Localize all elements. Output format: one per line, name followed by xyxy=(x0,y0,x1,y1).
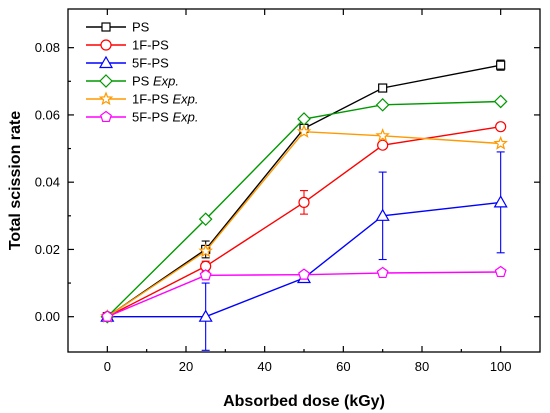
data-point xyxy=(296,124,312,138)
data-point xyxy=(375,208,390,221)
data-point xyxy=(101,310,114,322)
data-point xyxy=(493,135,508,150)
legend-entry: 5F-PS Exp. xyxy=(86,110,198,125)
legend-label-name: 5F-PS xyxy=(132,56,169,71)
data-point xyxy=(376,266,389,279)
x-tick-label: 60 xyxy=(336,359,350,374)
y-tick-label: 0.04 xyxy=(35,175,60,190)
data-point xyxy=(375,97,390,112)
data-point xyxy=(298,268,310,280)
data-point xyxy=(199,269,212,281)
data-point xyxy=(378,83,388,93)
series-line xyxy=(107,201,501,318)
data-point xyxy=(100,110,112,123)
data-point xyxy=(99,74,113,88)
legend-label-italic: Exp. xyxy=(169,92,199,107)
y-axis-title: Total scission rate xyxy=(7,111,24,250)
x-axis-title: Absorbed dose (kGy) xyxy=(223,393,385,410)
y-tick-label: 0.08 xyxy=(35,40,60,55)
x-tick-label: 80 xyxy=(415,359,429,374)
legend-label: 1F-PS Exp. xyxy=(132,92,198,107)
y-tick-label: 0.06 xyxy=(35,107,60,122)
data-point xyxy=(375,128,390,142)
y-tick-label: 0.02 xyxy=(35,242,60,257)
x-tick-label: 20 xyxy=(179,359,193,374)
series-4 xyxy=(100,94,508,324)
data-point xyxy=(495,121,507,133)
legend-label: 1F-PS xyxy=(132,38,169,53)
data-point xyxy=(377,139,389,151)
series-6 xyxy=(101,265,507,322)
series-3 xyxy=(100,151,508,351)
x-tick-label: 40 xyxy=(257,359,271,374)
legend-label-name: PS xyxy=(132,20,150,35)
x-tick-label: 100 xyxy=(490,359,512,374)
series-line xyxy=(106,130,501,318)
legend-label-italic: Exp. xyxy=(149,74,179,89)
legend-label-name: PS xyxy=(132,74,150,89)
legend-label: 5F-PS Exp. xyxy=(132,110,198,125)
legend-entry: PS Exp. xyxy=(86,74,179,89)
y-tick-label: 0.00 xyxy=(35,309,60,324)
legend-entry: 1F-PS xyxy=(86,38,169,53)
series-2 xyxy=(101,121,507,323)
data-point xyxy=(100,39,112,51)
legend-label: PS Exp. xyxy=(132,74,179,89)
axes-layer: 0 20 40 60 80 100 0.00 0.02 0.04 0.06 0.08 xyxy=(35,8,541,374)
data-point xyxy=(101,22,111,32)
data-point xyxy=(496,60,506,70)
legend-entry: 1F-PS Exp. xyxy=(86,91,198,107)
legend-label-italic: Exp. xyxy=(169,110,199,125)
data-point xyxy=(198,212,213,227)
data-point xyxy=(198,309,213,322)
data-point xyxy=(98,55,114,69)
series-5 xyxy=(100,124,508,323)
legend-label: PS xyxy=(132,20,150,35)
legend-label-name: 5F-PS xyxy=(132,110,169,125)
data-point xyxy=(298,196,310,208)
data-point xyxy=(493,195,508,208)
data-point xyxy=(198,243,213,258)
data-point xyxy=(493,94,508,109)
x-tick-label: 0 xyxy=(104,359,111,374)
data-point xyxy=(98,91,114,106)
legend-label-name: 1F-PS xyxy=(132,92,169,107)
legend-entry: PS xyxy=(86,20,150,35)
legend-label-name: 1F-PS xyxy=(132,38,169,53)
legend-entry: 5F-PS xyxy=(86,56,169,71)
series-line xyxy=(106,126,501,318)
series-layer xyxy=(100,59,508,351)
legend-label: 5F-PS xyxy=(132,56,169,71)
data-point xyxy=(494,265,507,278)
